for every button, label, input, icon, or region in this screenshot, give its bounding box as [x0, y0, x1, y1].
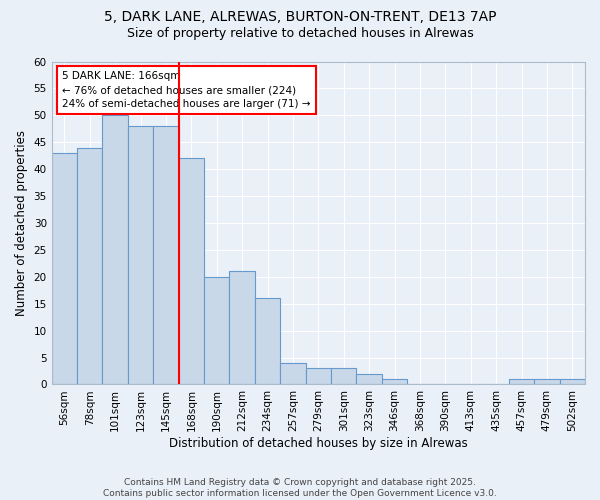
- Bar: [52, 153, 77, 384]
- Bar: [382, 379, 407, 384]
- Y-axis label: Number of detached properties: Number of detached properties: [15, 130, 28, 316]
- Bar: [204, 277, 229, 384]
- Bar: [305, 368, 331, 384]
- Bar: [77, 148, 103, 384]
- Bar: [179, 158, 204, 384]
- Bar: [509, 379, 534, 384]
- Text: Size of property relative to detached houses in Alrewas: Size of property relative to detached ho…: [127, 28, 473, 40]
- Bar: [103, 116, 128, 384]
- Bar: [255, 298, 280, 384]
- Bar: [128, 126, 153, 384]
- Text: 5, DARK LANE, ALREWAS, BURTON-ON-TRENT, DE13 7AP: 5, DARK LANE, ALREWAS, BURTON-ON-TRENT, …: [104, 10, 496, 24]
- Bar: [560, 379, 585, 384]
- Bar: [229, 272, 255, 384]
- Bar: [356, 374, 382, 384]
- Bar: [331, 368, 356, 384]
- Text: 5 DARK LANE: 166sqm
← 76% of detached houses are smaller (224)
24% of semi-detac: 5 DARK LANE: 166sqm ← 76% of detached ho…: [62, 71, 311, 109]
- Bar: [153, 126, 179, 384]
- X-axis label: Distribution of detached houses by size in Alrewas: Distribution of detached houses by size …: [169, 437, 468, 450]
- Text: Contains HM Land Registry data © Crown copyright and database right 2025.
Contai: Contains HM Land Registry data © Crown c…: [103, 478, 497, 498]
- Bar: [280, 363, 305, 384]
- Bar: [534, 379, 560, 384]
